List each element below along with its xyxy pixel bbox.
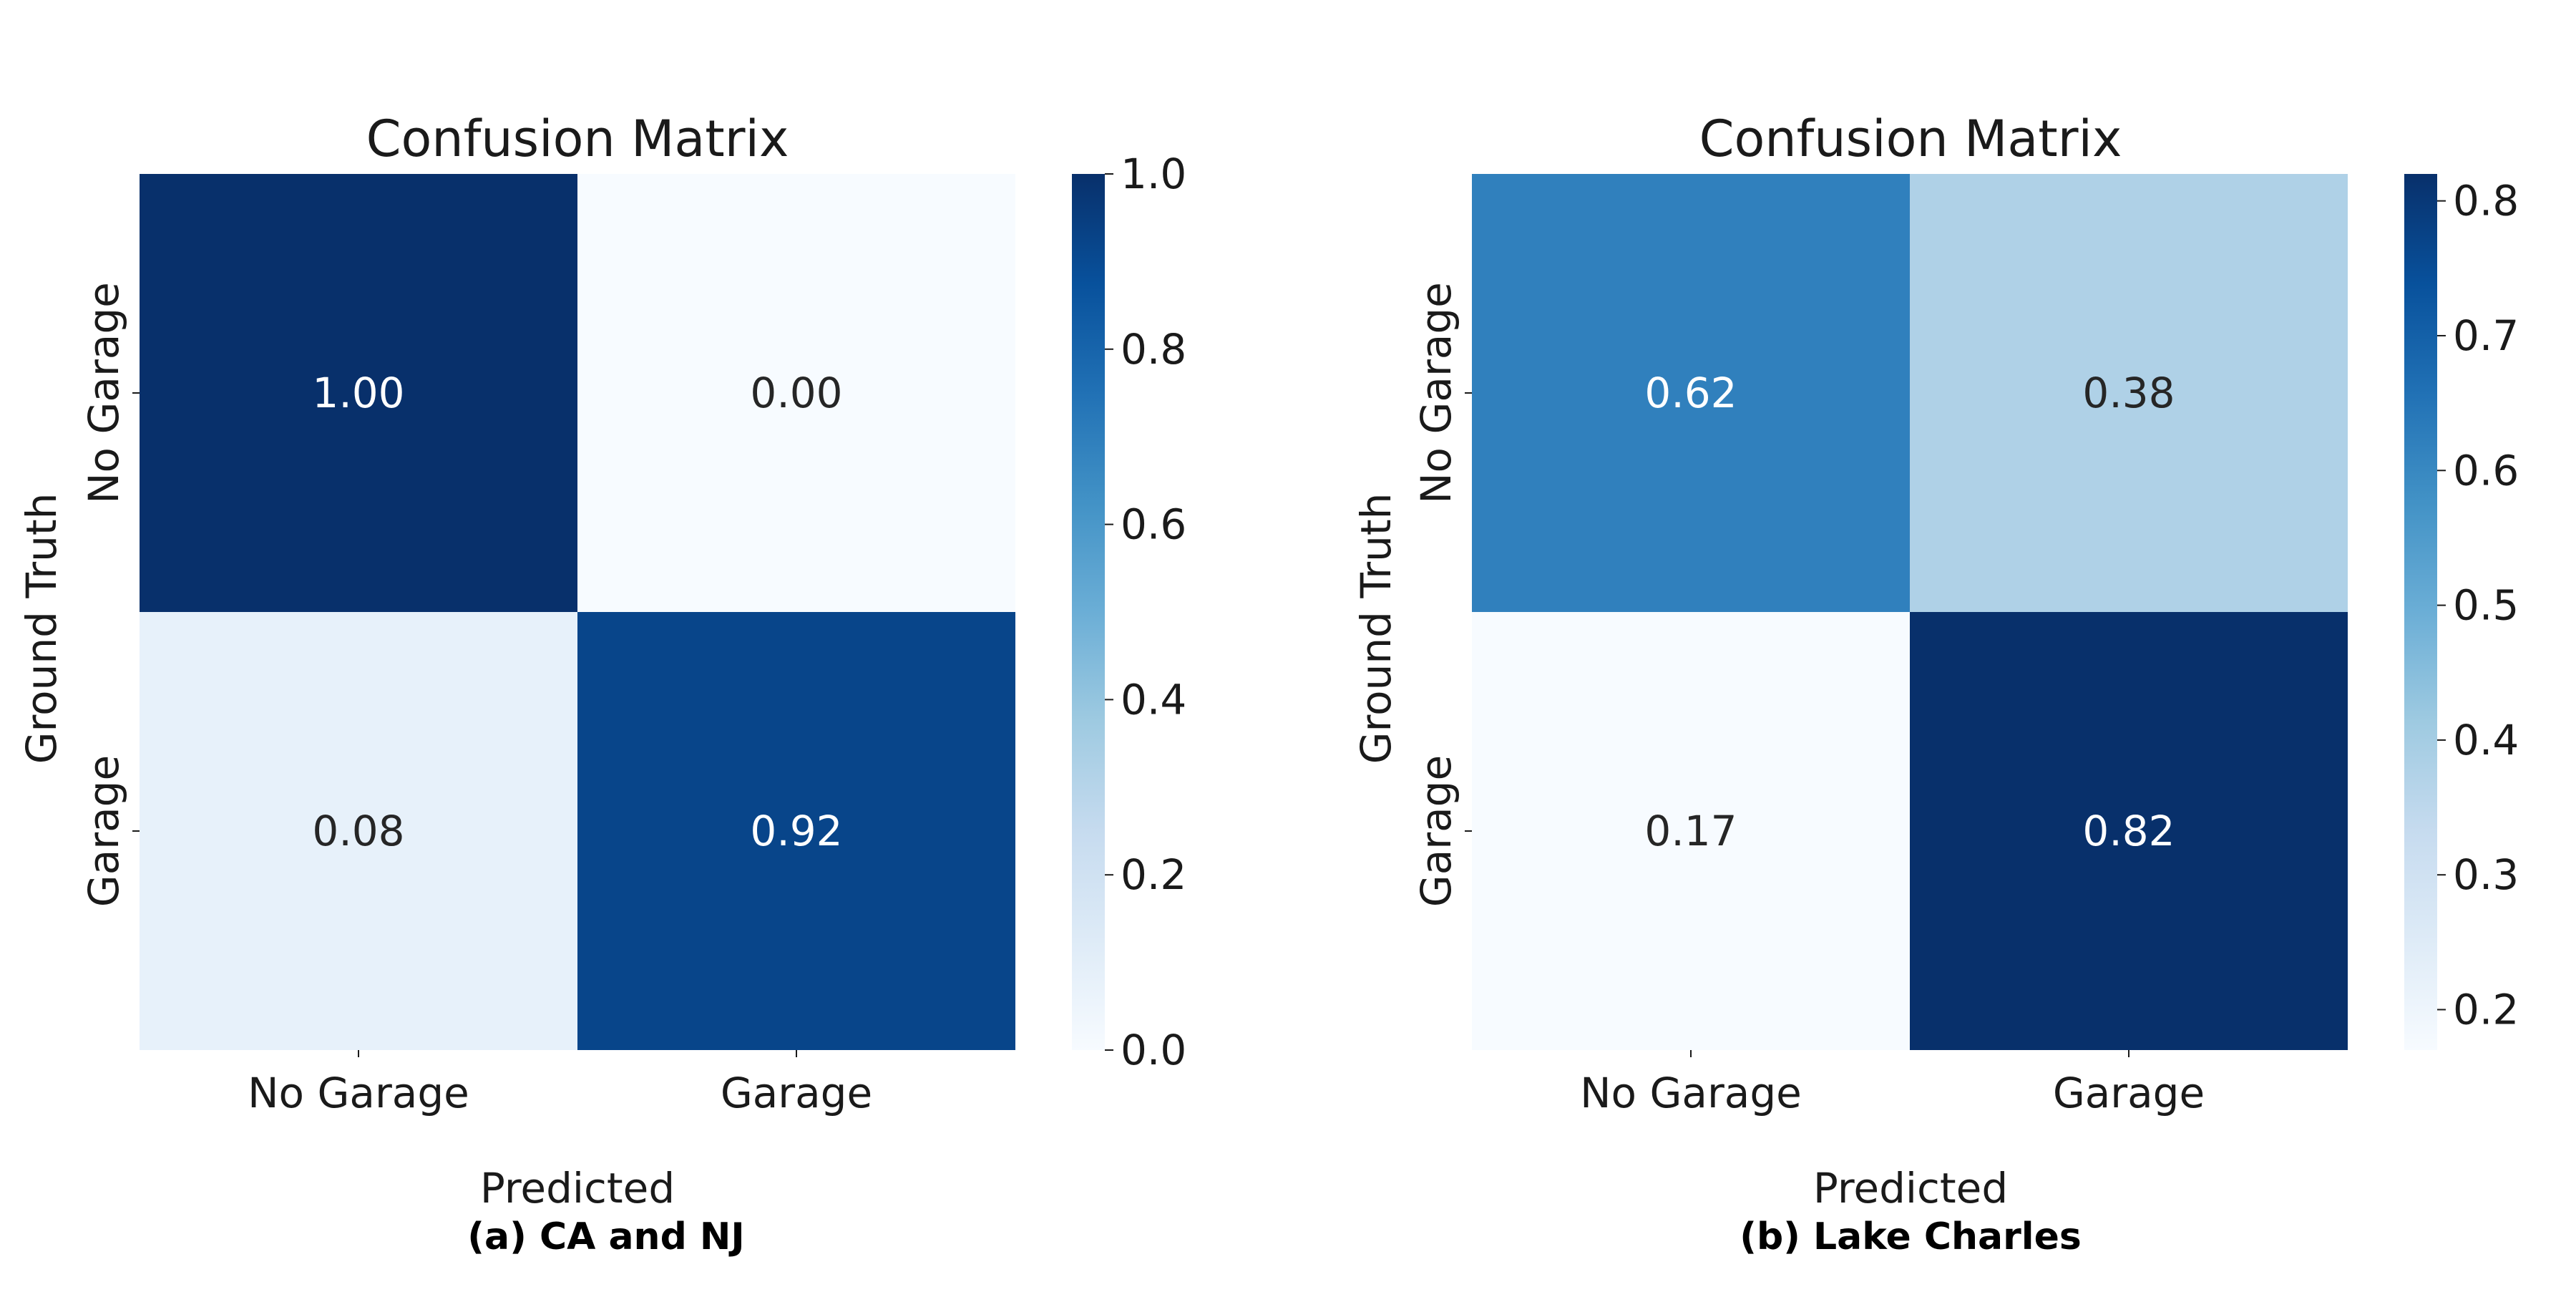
- panel-b-title: Confusion Matrix: [1699, 110, 2122, 168]
- panel-b-xlabel: Predicted: [1813, 1164, 2008, 1213]
- x-tick-label: No Garage: [248, 1069, 469, 1117]
- heatmap-cell-r0-c1: [1910, 174, 2348, 612]
- panel-a-xlabel: Predicted: [480, 1164, 675, 1213]
- colorbar-tick-label: 0.7: [2453, 311, 2519, 360]
- panel-b: Confusion Matrix 0.62 0.38 0.17 0.82 No Gar…: [1352, 110, 2519, 1258]
- colorbar-tick-label: 0.6: [1121, 500, 1186, 549]
- heatmap-cell-r1-c1: [1910, 612, 2348, 1050]
- x-tick-label: No Garage: [1580, 1069, 1802, 1117]
- panel-a-caption: (a) CA and NJ: [467, 1215, 745, 1258]
- colorbar-gradient: [2404, 174, 2437, 1050]
- panel-b-caption: (b) Lake Charles: [1740, 1215, 2082, 1258]
- panel-b-cells: 0.62 0.38 0.17 0.82: [1472, 174, 2348, 1050]
- panel-b-colorbar: 0.2 0.3 0.4 0.5 0.6 0.7 0.8: [2404, 174, 2519, 1050]
- cell-value-label: 0.38: [2082, 369, 2175, 417]
- colorbar-tick-label: 0.2: [1121, 850, 1186, 899]
- colorbar-tick-label: 0.4: [2453, 716, 2519, 764]
- colorbar-tick-label: 0.6: [2453, 446, 2519, 495]
- colorbar-tick-label: 0.4: [1121, 675, 1186, 724]
- colorbar-gradient: [1072, 174, 1105, 1050]
- cell-value-label: 0.08: [312, 807, 404, 855]
- panel-a-xticks: No Garage Garage: [248, 1050, 872, 1117]
- cell-value-label: 0.62: [1644, 369, 1737, 417]
- y-tick-label: Garage: [1412, 755, 1460, 907]
- panel-a-ylabel: Ground Truth: [17, 493, 66, 764]
- y-tick-label: No Garage: [79, 282, 128, 504]
- panel-b-yticks: No Garage Garage: [1412, 282, 1472, 907]
- heatmap-cell-r0-c1: [577, 174, 1015, 612]
- panel-a-cells: 1.00 0.00 0.08 0.92: [140, 174, 1015, 1050]
- heatmap-cell-r1-c0: [140, 612, 577, 1050]
- cell-value-label: 1.00: [312, 369, 404, 417]
- panel-b-ylabel: Ground Truth: [1352, 493, 1400, 764]
- heatmap-cell-r1-c0: [1472, 612, 1910, 1050]
- cell-value-label: 0.92: [750, 807, 842, 855]
- colorbar-tick-label: 0.2: [2453, 986, 2519, 1034]
- cell-value-label: 0.17: [1644, 807, 1737, 855]
- panel-b-xticks: No Garage Garage: [1580, 1050, 2205, 1117]
- colorbar-tick-label: 0.3: [2453, 850, 2519, 899]
- heatmap-cell-r1-c1: [577, 612, 1015, 1050]
- panel-a-colorbar: 0.0 0.2 0.4 0.6 0.8 1.0: [1072, 150, 1186, 1074]
- colorbar-tick-label: 0.8: [2453, 177, 2519, 225]
- panel-a-yticks: No Garage Garage: [79, 282, 140, 907]
- cell-value-label: 0.82: [2082, 807, 2175, 855]
- heatmap-cell-r0-c0: [1472, 174, 1910, 612]
- y-tick-label: No Garage: [1412, 282, 1460, 504]
- panel-a-title: Confusion Matrix: [366, 110, 789, 168]
- colorbar-tick-label: 0.8: [1121, 325, 1186, 374]
- x-tick-label: Garage: [2053, 1069, 2205, 1117]
- y-tick-label: Garage: [79, 755, 128, 907]
- cell-value-label: 0.00: [750, 369, 842, 417]
- heatmap-cell-r0-c0: [140, 174, 577, 612]
- colorbar-tick-label: 1.0: [1121, 150, 1186, 198]
- panel-a: Confusion Matrix 1.00 0.00 0.08 0.92 No Gar…: [17, 110, 1186, 1258]
- colorbar-tick-label: 0.0: [1121, 1026, 1186, 1074]
- colorbar-tick-label: 0.5: [2453, 581, 2519, 630]
- x-tick-label: Garage: [721, 1069, 872, 1117]
